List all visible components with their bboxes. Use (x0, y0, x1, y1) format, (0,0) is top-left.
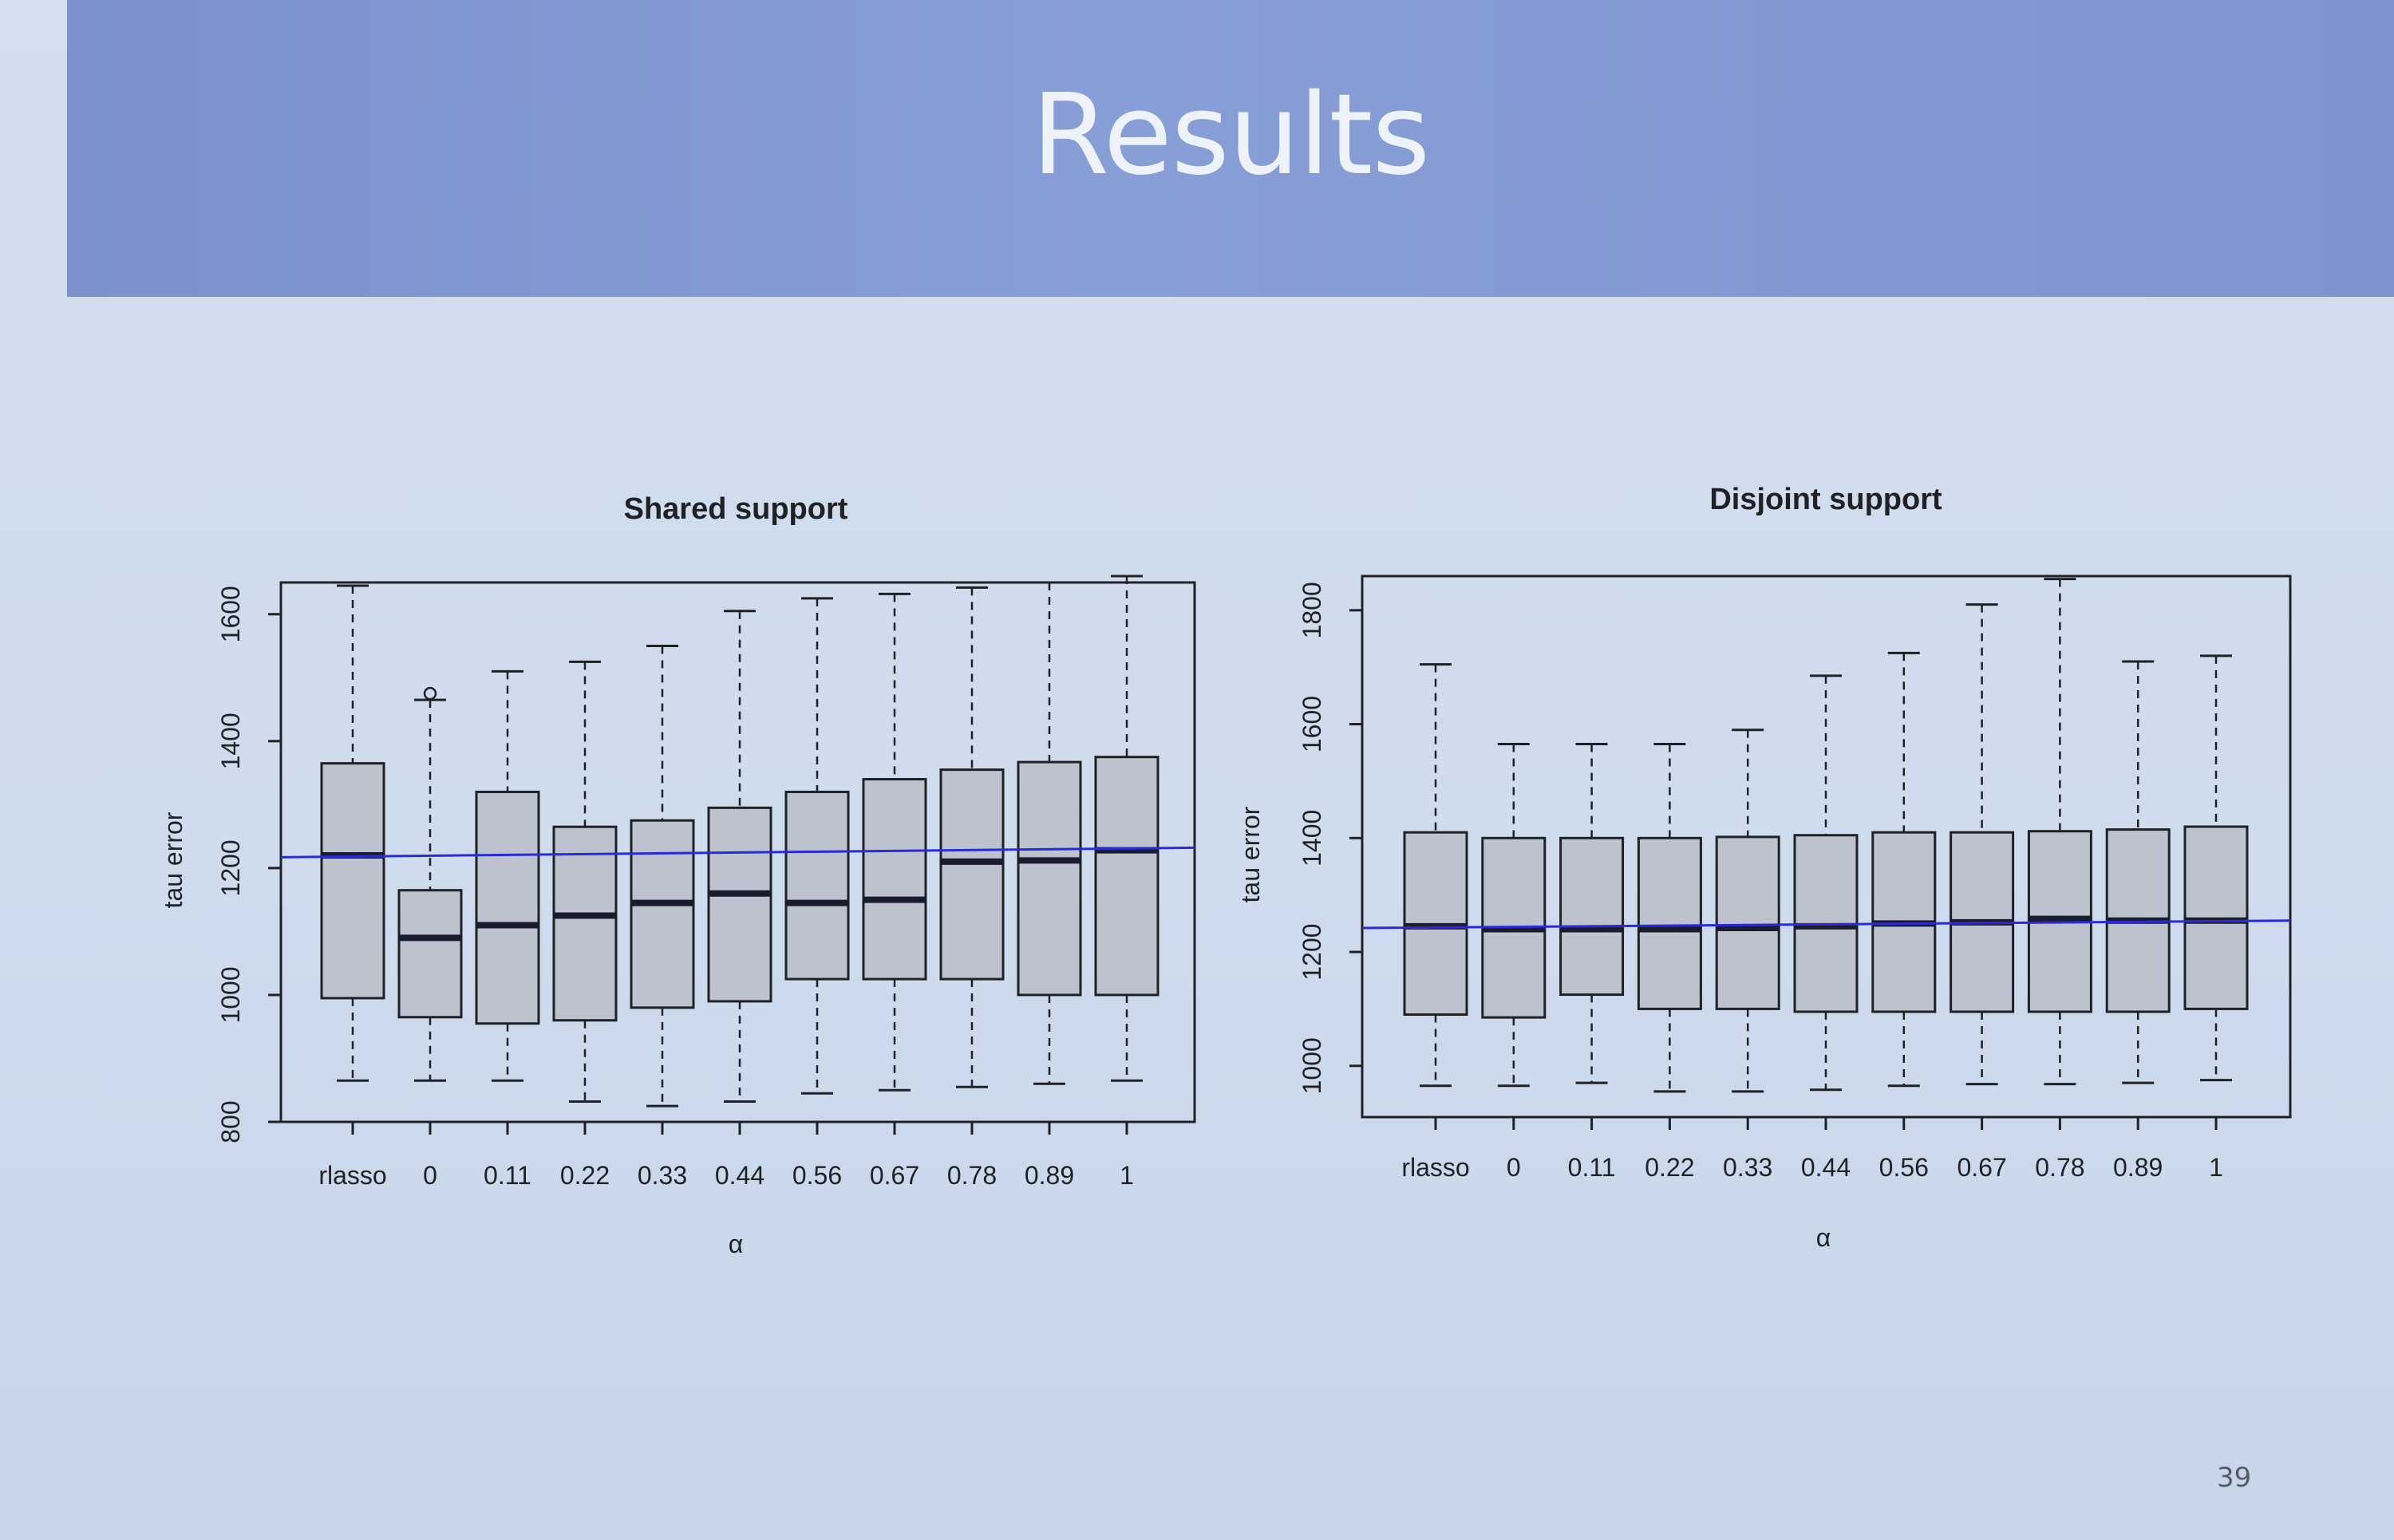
x-tick-label: 0.22 (1645, 1153, 1694, 1182)
box-1 (2183, 654, 2249, 1082)
iqr-box (862, 778, 927, 981)
y-tick-label: 800 (216, 1100, 245, 1143)
x-tick-label: 0.89 (1025, 1161, 1074, 1190)
y-tick-label: 1200 (1298, 923, 1326, 980)
x-tick-label: rlasso (318, 1161, 386, 1190)
box-0.56 (784, 597, 850, 1095)
chart-title: Shared support (624, 492, 848, 526)
box-0.44 (707, 610, 772, 1104)
header-band (67, 0, 2394, 297)
box-0.22 (552, 660, 618, 1104)
x-tick-label: 0 (423, 1161, 437, 1190)
box-0.33 (1715, 729, 1780, 1093)
x-tick-label: 1 (1120, 1161, 1134, 1190)
y-tick-label: 1600 (1298, 696, 1326, 752)
slide-title: Results (1031, 70, 1431, 200)
iqr-box (707, 806, 772, 1003)
x-tick-label: 0.56 (1879, 1153, 1929, 1182)
x-tick-label: 0.78 (2035, 1153, 2084, 1182)
x-tick-label: 0.11 (1568, 1153, 1616, 1182)
iqr-box (1017, 760, 1082, 997)
y-axis-label: tau error (1236, 806, 1265, 902)
box-rlasso (320, 584, 385, 1082)
y-tick-label: 1400 (216, 713, 245, 769)
iqr-box (1715, 835, 1780, 1010)
x-tick-label: 0.67 (1957, 1153, 2006, 1182)
iqr-box (397, 889, 463, 1019)
x-tick-label: 0 (1507, 1153, 1521, 1182)
y-tick-label: 1200 (216, 839, 245, 896)
y-tick-label: 1800 (1298, 582, 1326, 638)
box-0.67 (862, 592, 927, 1092)
x-tick-label: 0.67 (870, 1161, 919, 1190)
x-tick-label: 0.89 (2113, 1153, 2163, 1182)
x-tick-label: 0.33 (1723, 1153, 1772, 1182)
box-0.67 (1950, 603, 2015, 1086)
box-0.11 (1559, 743, 1625, 1084)
box-0.78 (2027, 578, 2092, 1086)
box-0.33 (630, 645, 695, 1108)
y-tick-label: 1000 (216, 966, 245, 1023)
x-tick-label: 0.11 (484, 1161, 531, 1190)
x-tick-label: 0.33 (638, 1161, 687, 1190)
plot-frame (279, 581, 1196, 1123)
y-tick-label: 1600 (216, 586, 245, 642)
y-tick-label: 1400 (1298, 810, 1326, 867)
chart-title: Disjoint support (1709, 483, 1942, 516)
iqr-box (1559, 836, 1625, 997)
iqr-box (1637, 836, 1702, 1010)
chart-disjoint-support: Disjoint support 1000 1200 1400 1600 1800 tau … (1236, 483, 2292, 1252)
reference-line (280, 846, 1195, 859)
iqr-box (1094, 756, 1159, 997)
box-0.11 (475, 669, 540, 1082)
outlier-point (423, 686, 437, 701)
reference-line (1361, 919, 2291, 930)
box-0.89 (2105, 660, 2171, 1084)
x-tick-label: 0.44 (1801, 1153, 1851, 1182)
x-axis-label: α (1816, 1223, 1831, 1252)
box-0.89 (1017, 581, 1082, 1085)
box-0.78 (939, 586, 1005, 1088)
slide-number: 39 (2217, 1462, 2252, 1494)
box-1 (1094, 575, 1159, 1082)
x-tick-label: 0.56 (792, 1161, 842, 1190)
chart-shared-support: Shared support 800 1000 1200 1400 1600 tau err… (159, 492, 1196, 1258)
iqr-box (630, 819, 695, 1009)
iqr-box (320, 762, 385, 1000)
box-0 (397, 698, 463, 1082)
x-tick-label: 0.44 (715, 1161, 764, 1190)
x-tick-label: 0.22 (560, 1161, 610, 1190)
x-tick-label: 1 (2209, 1153, 2223, 1182)
y-tick-label: 1000 (1298, 1037, 1326, 1094)
box-rlasso (1403, 663, 1468, 1088)
box-0.56 (1871, 651, 1937, 1088)
iqr-box (784, 790, 850, 981)
x-tick-label: rlasso (1401, 1153, 1469, 1182)
box-0.22 (1637, 743, 1702, 1093)
box-0.44 (1793, 674, 1859, 1092)
y-axis-label: tau error (159, 811, 188, 908)
x-axis-label: α (729, 1230, 744, 1258)
iqr-box (552, 825, 618, 1022)
iqr-box (939, 768, 1005, 981)
x-tick-label: 0.78 (947, 1161, 997, 1190)
iqr-box (475, 790, 540, 1025)
box-0 (1481, 743, 1547, 1088)
